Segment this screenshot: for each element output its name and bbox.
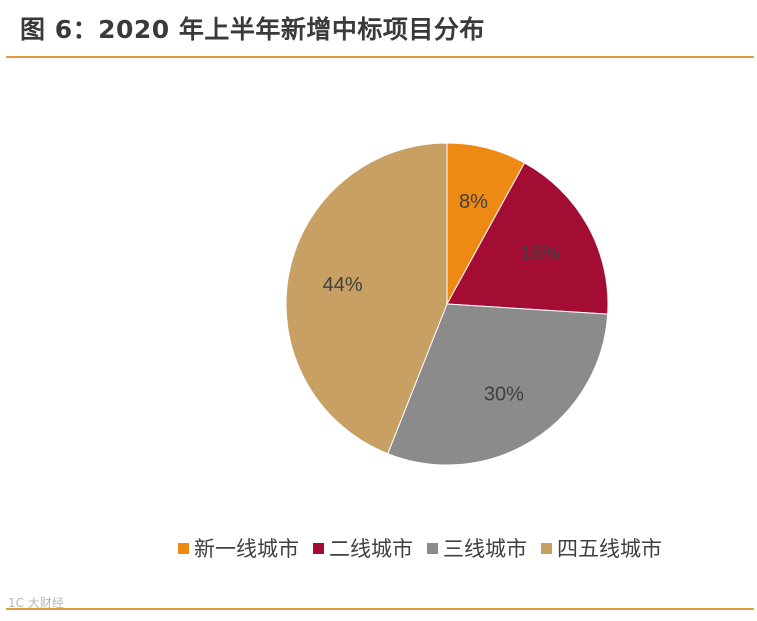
legend-swatch [427, 542, 438, 554]
legend-swatch [313, 542, 324, 554]
legend-label: 新一线城市 [194, 537, 299, 561]
legend-item-tier4-5: 四五线城市 [541, 533, 662, 563]
data-label: 18% [520, 243, 560, 265]
legend-swatch [178, 542, 189, 554]
legend-label: 三线城市 [443, 537, 527, 561]
legend-label: 二线城市 [329, 537, 413, 561]
legend-swatch [541, 542, 552, 554]
watermark: 1C 大财经 [8, 596, 64, 610]
bottom-divider [6, 608, 754, 610]
data-label: 8% [459, 191, 488, 213]
legend-item-tier1-new: 新一线城市 [178, 533, 299, 563]
legend: 新一线城市 二线城市 三线城市 四五线城市 [178, 533, 676, 563]
top-divider [6, 56, 754, 58]
pie-slice-tier3 [387, 303, 609, 466]
data-label: 30% [484, 384, 524, 406]
chart-title: 图 6：2020 年上半年新增中标项目分布 [20, 15, 485, 44]
pie-slice-tier4-5 [285, 142, 448, 455]
data-label: 44% [323, 274, 363, 296]
legend-item-tier2: 二线城市 [313, 533, 413, 563]
legend-item-tier3: 三线城市 [427, 533, 527, 563]
legend-label: 四五线城市 [557, 537, 662, 561]
pie-slice-tier2 [446, 162, 609, 315]
